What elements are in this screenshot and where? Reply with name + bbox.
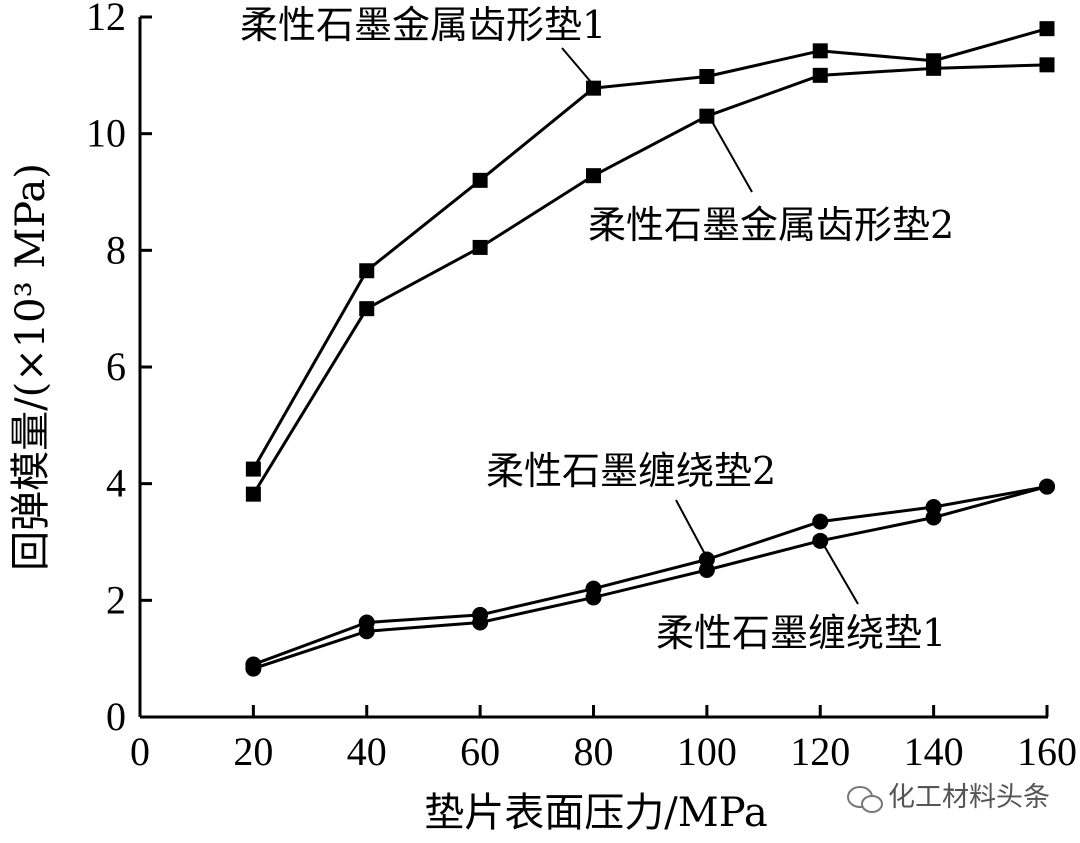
label-group-spiral-1: 柔性石墨缠绕垫1 — [656, 541, 946, 655]
wechat-icon — [847, 786, 883, 813]
square-marker — [1039, 21, 1055, 37]
square-marker — [245, 461, 261, 477]
series-line — [252, 485, 1048, 666]
x-tick-label: 80 — [574, 729, 614, 774]
y-tick-label: 4 — [106, 461, 126, 506]
x-tick-label: 160 — [1017, 729, 1077, 774]
x-ticks: 0 20 40 60 80 100 120 140 160 — [130, 705, 1077, 774]
x-axis-title: 垫片表面压力/MPa — [424, 790, 767, 836]
x-tick-label: 140 — [904, 729, 964, 774]
label-group-gear-1: 柔性石墨金属齿形垫1 — [240, 3, 606, 89]
y-axis-title: 回弹模量/(×10³ MPa) — [8, 163, 54, 571]
square-marker — [586, 80, 601, 96]
y-tick-label: 6 — [106, 344, 126, 389]
x-tick-label: 100 — [677, 729, 737, 774]
y-tick-label: 2 — [106, 577, 126, 622]
series-line — [252, 63, 1048, 495]
series-label: 柔性石墨金属齿形垫2 — [588, 203, 954, 247]
y-ticks: 0 2 4 6 8 10 12 — [86, 0, 152, 739]
series-line — [252, 485, 1048, 671]
y-tick-label: 12 — [86, 0, 126, 39]
circle-marker — [585, 589, 602, 606]
leader-line — [675, 499, 707, 557]
x-tick-label: 120 — [790, 729, 850, 774]
square-marker — [699, 69, 715, 84]
circle-marker — [812, 513, 829, 530]
circle-marker — [472, 614, 489, 631]
x-tick-label: 40 — [347, 729, 387, 774]
label-group-spiral-2: 柔性石墨缠绕垫2 — [486, 449, 776, 557]
circle-marker — [358, 623, 375, 640]
square-marker — [1039, 57, 1055, 73]
watermark-text: 化工材料头条 — [888, 782, 1050, 813]
square-marker — [586, 168, 601, 184]
series-label: 柔性石墨缠绕垫1 — [656, 611, 946, 655]
watermark: 化工材料头条 — [847, 782, 1050, 813]
circle-marker — [1039, 478, 1055, 495]
circle-marker — [925, 509, 942, 526]
circle-marker — [698, 562, 715, 578]
square-marker — [472, 239, 488, 255]
square-marker — [812, 67, 828, 83]
y-tick-label: 10 — [86, 111, 126, 156]
square-marker — [812, 43, 828, 59]
square-marker — [359, 263, 375, 279]
x-tick-label: 0 — [130, 729, 150, 774]
circle-marker — [245, 660, 262, 677]
series-label: 柔性石墨金属齿形垫1 — [240, 3, 606, 47]
y-tick-label: 0 — [106, 694, 126, 739]
series-line — [252, 27, 1048, 470]
series-lines — [252, 27, 1048, 671]
leader-line — [561, 47, 597, 89]
leader-line — [821, 541, 859, 605]
series-label: 柔性石墨缠绕垫2 — [486, 449, 776, 493]
label-group-gear-2: 柔性石墨金属齿形垫2 — [588, 117, 954, 247]
square-marker — [472, 172, 488, 188]
square-marker — [245, 486, 261, 502]
leader-line — [709, 117, 753, 193]
series-markers — [245, 21, 1055, 677]
y-tick-label: 8 — [106, 227, 126, 272]
x-tick-label: 60 — [460, 729, 500, 774]
x-tick-label: 20 — [233, 729, 273, 774]
circle-marker — [812, 532, 829, 549]
square-marker — [359, 301, 375, 317]
square-marker — [926, 60, 942, 76]
